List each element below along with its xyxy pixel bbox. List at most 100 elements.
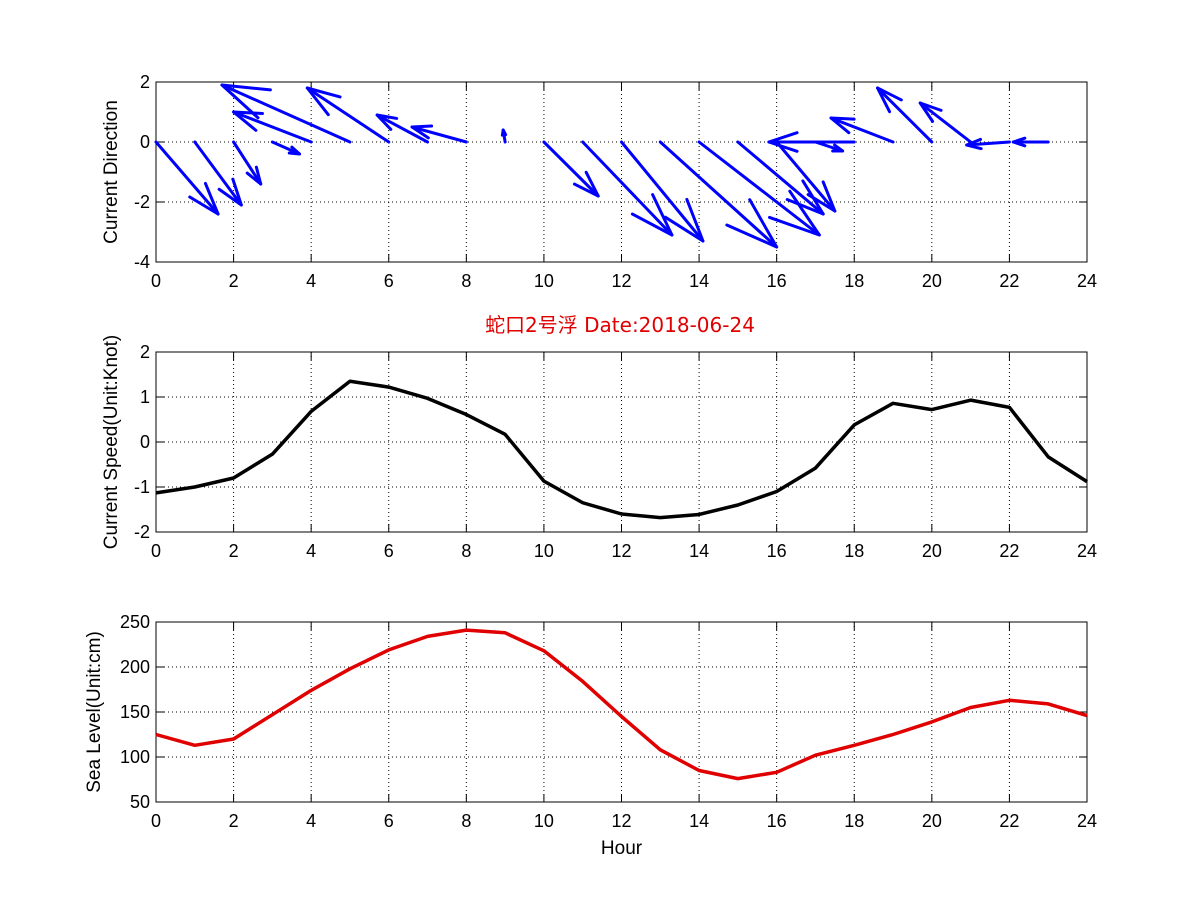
direction-y-tick-label: 2 <box>140 72 150 92</box>
sea-level-x-tick-label: 10 <box>534 811 554 831</box>
current-arrow <box>270 140 302 156</box>
sea-level-x-tick-label: 20 <box>922 811 942 831</box>
sea-level-axes-frame <box>155 621 1088 803</box>
speed-axes-frame <box>155 351 1088 533</box>
current-arrow-head <box>965 137 983 151</box>
sea-level-x-tick-label: 18 <box>844 811 864 831</box>
speed-y-tick-label: 1 <box>140 387 150 407</box>
current-arrow-shaft <box>697 140 821 237</box>
sea-level-x-tick-label: 6 <box>384 811 394 831</box>
current-arrow-head <box>500 128 508 137</box>
current-arrow <box>305 86 391 144</box>
current-arrow <box>775 140 837 213</box>
current-arrow-shaft <box>918 101 973 144</box>
current-arrow-shaft <box>270 140 302 156</box>
speed-y-axis-label: Current Speed(Unit:Knot) <box>101 335 122 549</box>
speed-x-tick-label: 16 <box>767 541 787 561</box>
speed-x-tick-label: 6 <box>384 541 394 561</box>
current-arrow <box>375 113 430 144</box>
current-arrow-head <box>375 113 399 131</box>
current-arrow-shaft <box>232 110 313 144</box>
direction-x-tick-label: 16 <box>767 271 787 291</box>
speed-x-tick-label: 10 <box>534 541 554 561</box>
current-arrow <box>736 140 825 216</box>
sea-level-x-tick-label: 22 <box>999 811 1019 831</box>
current-arrow-shaft <box>305 86 391 144</box>
current-arrow <box>918 101 973 144</box>
current-arrow <box>154 140 220 216</box>
current-arrow-shaft <box>658 140 779 249</box>
current-arrow-head <box>806 180 837 213</box>
current-arrow <box>193 140 243 207</box>
current-arrow <box>1011 136 1050 148</box>
sea-level-y-tick-label: 50 <box>130 792 150 812</box>
current-arrow-shaft <box>375 113 430 144</box>
current-arrow-shaft <box>542 140 600 198</box>
current-arrow-head <box>630 193 674 237</box>
current-arrow-head <box>572 170 600 198</box>
direction-y-tick-label: -2 <box>134 192 150 212</box>
direction-x-tick-label: 8 <box>461 271 471 291</box>
current-arrow <box>658 140 779 249</box>
direction-y-tick-label: -4 <box>134 252 150 272</box>
sea-level-y-axis-label: Sea Level(Unit:cm) <box>84 631 105 793</box>
current-arrow <box>500 128 508 144</box>
current-arrow-shaft <box>775 140 837 213</box>
current-arrow-shaft <box>581 140 674 237</box>
sea-level-x-axis-label: Hour <box>601 838 643 859</box>
sea-level-x-tick-label: 0 <box>151 811 161 831</box>
speed-y-tick-label: 0 <box>140 432 150 452</box>
current-arrow-shaft <box>829 116 895 144</box>
current-arrow-head <box>1011 136 1027 148</box>
sea-level-x-tick-label: 24 <box>1077 811 1097 831</box>
current-arrow <box>581 140 674 237</box>
direction-x-tick-label: 12 <box>611 271 631 291</box>
sea-level-y-tick-label: 150 <box>120 702 150 722</box>
current-arrow-head <box>188 181 220 216</box>
speed-x-tick-label: 24 <box>1077 541 1097 561</box>
current-arrow <box>965 137 1011 151</box>
chart-title: 蛇口2号浮 Date:2018-06-24 <box>485 313 755 337</box>
current-arrow-head <box>220 83 272 120</box>
speed-x-tick-label: 14 <box>689 541 709 561</box>
current-arrow-head <box>217 177 243 207</box>
direction-y-axis-label: Current Direction <box>101 100 122 244</box>
current-arrow-head <box>305 86 342 117</box>
speed-x-tick-label: 4 <box>306 541 316 561</box>
current-arrow-head <box>767 131 799 153</box>
direction-x-tick-label: 22 <box>999 271 1019 291</box>
current-arrow-head <box>245 165 263 186</box>
current-arrow <box>767 131 856 153</box>
speed-y-tick-label: -2 <box>134 522 150 542</box>
sea-level-x-tick-label: 14 <box>689 811 709 831</box>
sea-level-x-tick-label: 16 <box>767 811 787 831</box>
current-arrow-head <box>725 198 779 249</box>
speed-x-tick-label: 22 <box>999 541 1019 561</box>
sea-level-x-tick-label: 8 <box>461 811 471 831</box>
direction-x-tick-label: 2 <box>229 271 239 291</box>
current-arrow-shaft <box>220 83 352 144</box>
current-arrow-head <box>876 86 903 114</box>
speed-x-tick-label: 18 <box>844 541 864 561</box>
sea-level-x-tick-label: 12 <box>611 811 631 831</box>
current-arrow <box>542 140 600 198</box>
current-arrow-shaft <box>736 140 825 216</box>
sea-level-y-tick-label: 250 <box>120 612 150 632</box>
direction-x-tick-label: 4 <box>306 271 316 291</box>
current-arrow <box>620 140 705 243</box>
current-arrow <box>232 140 263 186</box>
current-arrow-shaft <box>232 140 263 186</box>
current-arrow <box>829 116 895 144</box>
direction-x-tick-label: 0 <box>151 271 161 291</box>
current-arrow-head <box>918 101 943 123</box>
current-arrow-shaft <box>410 125 468 144</box>
current-arrow-head <box>831 143 845 153</box>
speed-y-tick-label: -1 <box>134 477 150 497</box>
current-arrow-shaft <box>154 140 220 216</box>
current-arrow-shaft <box>193 140 243 207</box>
current-arrow-head <box>785 179 825 216</box>
